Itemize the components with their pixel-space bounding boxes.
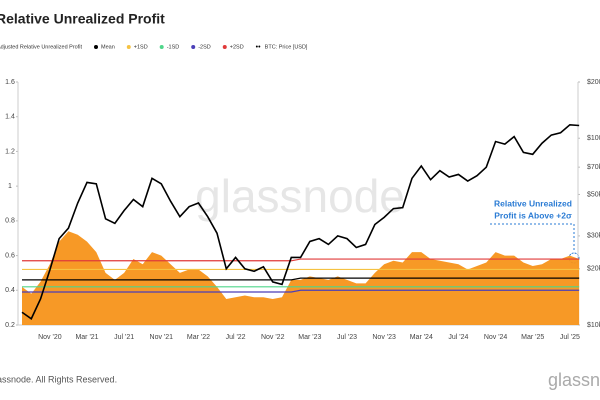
area (22, 231, 580, 325)
y-tick-label: 1 (8, 183, 12, 190)
chart-title: Relative Unrealized Profit (0, 11, 165, 27)
y-tick-label: 1.4 (5, 114, 15, 121)
line (22, 289, 580, 293)
y2-tick-label: $30k (587, 233, 600, 240)
y2-tick-label: $200k (587, 79, 600, 86)
x-tick-label: Nov '21 (150, 334, 174, 341)
x-tick-label: Jul '23 (337, 334, 357, 341)
y-tick-label: 0.6 (5, 252, 15, 259)
line (22, 277, 580, 281)
legend-label: Adjusted Relative Unrealized Profit (0, 44, 82, 50)
y-tick-label: 1.2 (5, 148, 15, 155)
x-tick-label: Jul '21 (114, 334, 134, 341)
y2-tick-label: $10k (587, 322, 600, 329)
x-tick-label: Jul '22 (226, 334, 246, 341)
x-tick-label: Mar '22 (187, 334, 210, 341)
y2-tick-label: $20k (587, 266, 600, 273)
legend-swatch (191, 45, 196, 49)
x-tick-label: Mar '25 (521, 334, 544, 341)
legend-swatch (94, 45, 98, 49)
line (21, 123, 580, 320)
y-tick-label: 0.8 (5, 218, 15, 225)
legend-label: +1SD (134, 44, 148, 50)
x-tick-label: Jul '25 (560, 334, 580, 341)
footer: glassnode. All Rights Reserved. (0, 374, 117, 384)
x-tick-label: Nov '23 (372, 334, 396, 341)
x-tick-label: Nov '22 (261, 334, 285, 341)
y-tick-label: 0.2 (5, 322, 15, 329)
x-tick-label: Nov '24 (484, 334, 508, 341)
legend-label: -1SD (167, 44, 180, 50)
legend-label: BTC: Price [USD] (265, 44, 308, 50)
legend-swatch (159, 45, 164, 49)
x-tick-label: Mar '24 (410, 334, 433, 341)
x-tick-label: Nov '20 (38, 334, 62, 341)
legend-swatch (126, 45, 131, 49)
y2-tick-label: $50k (587, 191, 600, 198)
x-tick-label: Jul '24 (448, 334, 468, 341)
watermark: glassnode (195, 170, 405, 222)
legend-swatch (222, 45, 227, 49)
x-tick-label: Mar '21 (75, 334, 98, 341)
legend-label: -2SD (198, 44, 211, 50)
logo: glassnode (548, 370, 600, 390)
y-tick-label: 0.4 (5, 287, 15, 294)
y-tick-label: 1.6 (5, 79, 15, 86)
annotation: Profit is Above +2σ (494, 210, 572, 220)
y2-tick-label: $70k (587, 164, 600, 171)
legend-swatch: •• (256, 44, 261, 51)
line (22, 258, 580, 262)
legend-label: Mean (101, 44, 115, 50)
annotation: Relative Unrealized (494, 198, 572, 208)
x-tick-label: Mar '23 (298, 334, 321, 341)
y2-tick-label: $100k (587, 135, 600, 142)
legend-label: +2SD (230, 44, 244, 50)
